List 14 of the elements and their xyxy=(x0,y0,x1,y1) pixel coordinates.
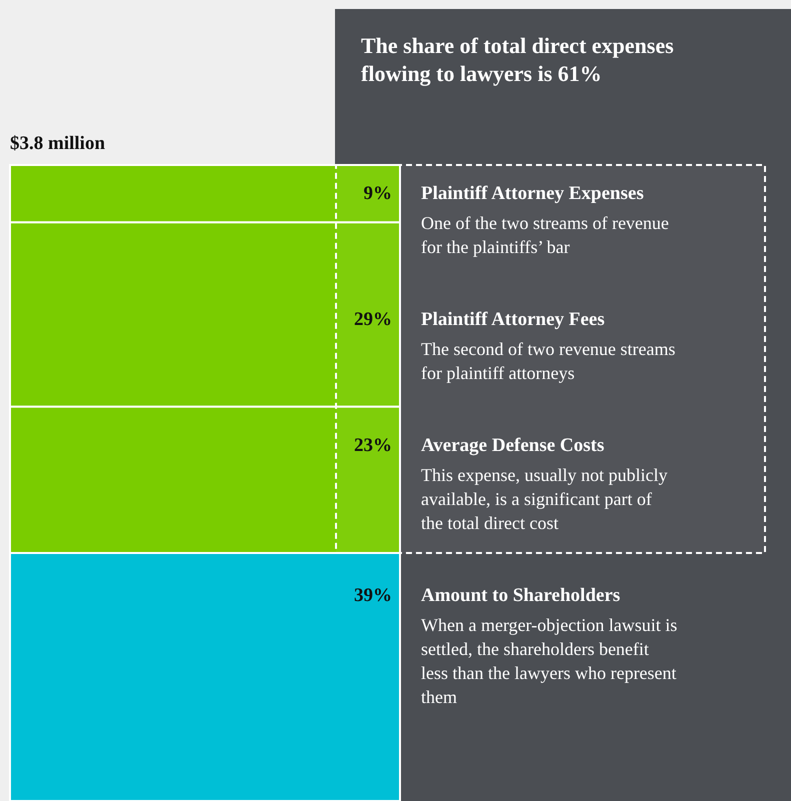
text: The second of two revenue streams for plaintiff attorneys xyxy=(421,339,676,383)
text: This expense, usually not publicly available, is a significant part of the total direct cost xyxy=(421,465,668,533)
text: One of the two streams of revenue for the plaintiffs’ bar xyxy=(421,213,669,257)
text: The share of total direct expenses flowing to lawyers is 61% xyxy=(361,33,674,86)
data-label: 29% xyxy=(354,309,392,330)
data-label: 39% xyxy=(354,585,392,606)
series-label: Average Defense Costs xyxy=(421,435,604,456)
text: When a merger-objection lawsuit is settled, the shareholders benefit less than the lawyers who represent them xyxy=(421,615,678,707)
series-label: Plaintiff Attorney Expenses xyxy=(421,183,644,204)
data-label: 9% xyxy=(364,183,392,204)
series-label: Amount to Shareholders xyxy=(421,585,620,606)
series-label: Plaintiff Attorney Fees xyxy=(421,309,605,330)
data-label: 23% xyxy=(354,435,392,456)
annotation: $3.8 million xyxy=(10,133,106,154)
